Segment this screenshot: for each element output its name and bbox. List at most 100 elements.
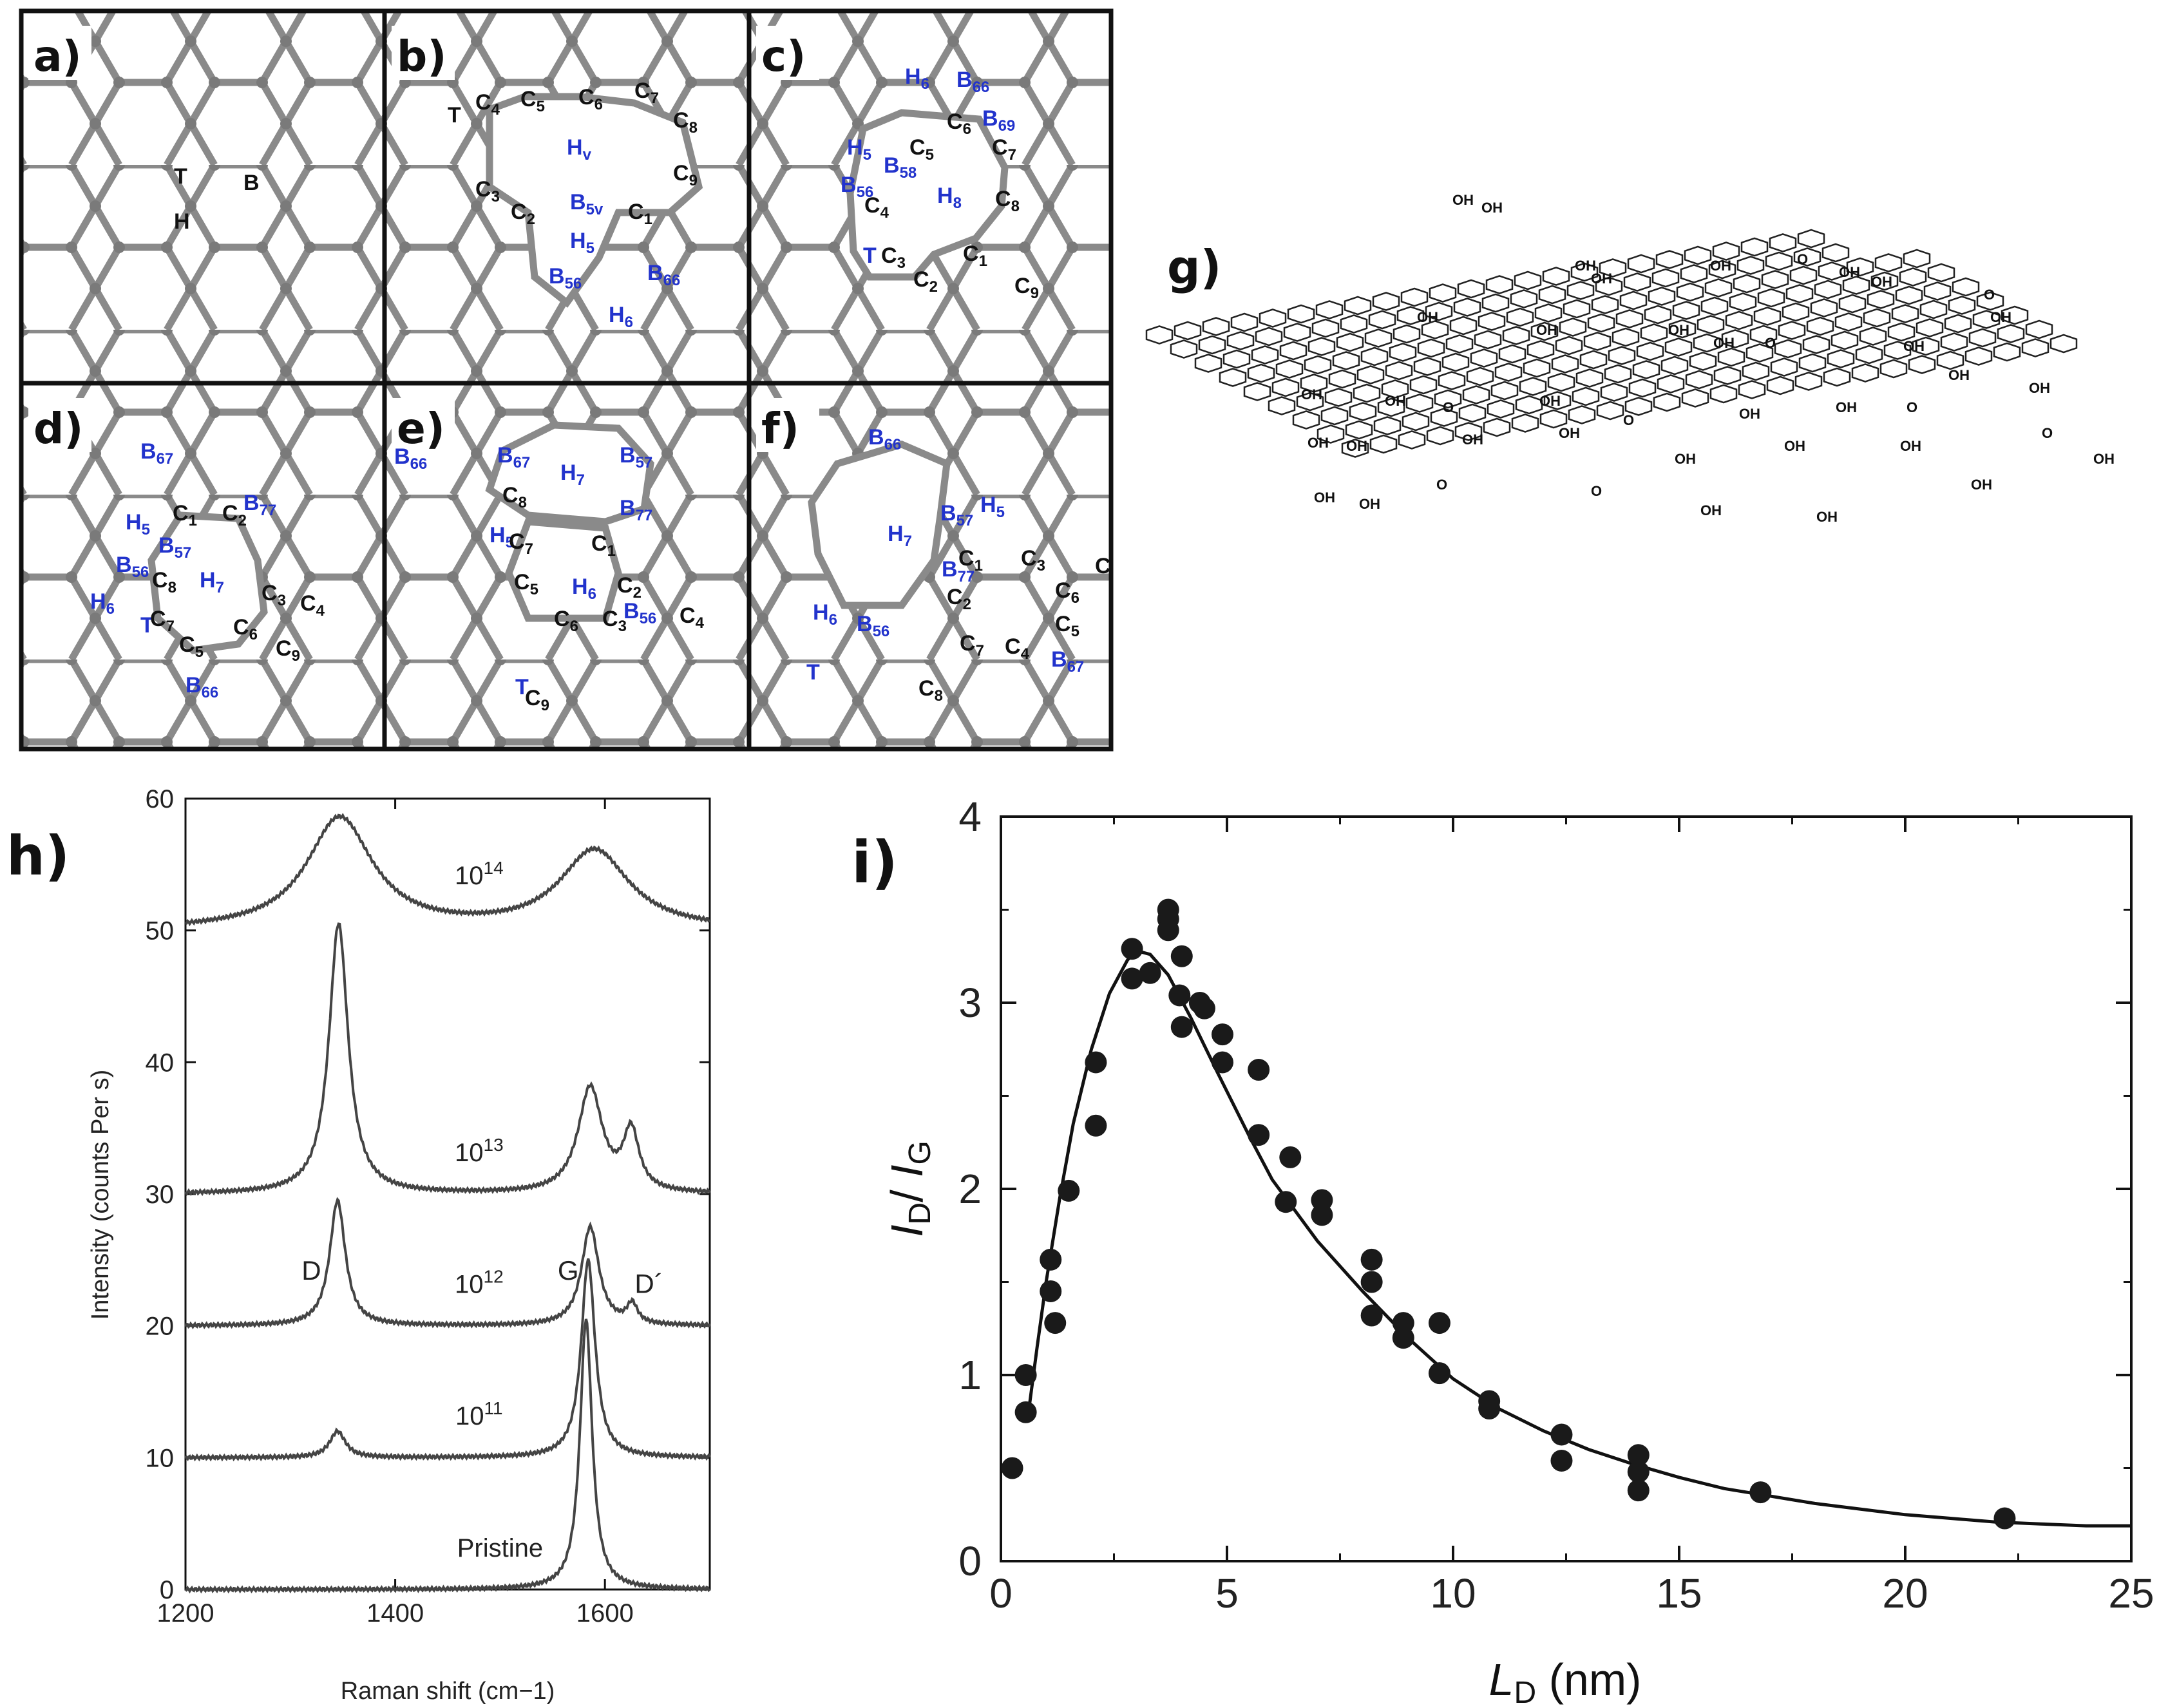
- chart-i-xlabel-sub: D: [1514, 1676, 1536, 1708]
- panel-f-atom-label: C2: [947, 585, 971, 613]
- go-functional-group: OH: [1836, 399, 1857, 415]
- chart-i-point: [1248, 1059, 1270, 1081]
- go-ring: [1757, 288, 1785, 308]
- go-ring: [1275, 359, 1304, 379]
- go-ring: [1655, 250, 1684, 269]
- go-functional-group: OH: [1713, 335, 1735, 351]
- go-ring: [1774, 339, 1802, 359]
- go-ring: [1417, 338, 1445, 358]
- go-ring: [1251, 345, 1279, 365]
- panel-c-atom-label: C3: [881, 243, 906, 272]
- go-ring: [1733, 274, 1761, 294]
- chart-i-ytick-label: 0: [958, 1538, 982, 1584]
- go-ring: [1526, 340, 1555, 359]
- go-ring: [1396, 306, 1425, 325]
- chart-i-point: [1085, 1051, 1107, 1074]
- go-ring: [1689, 352, 1717, 371]
- go-functional-group: OH: [1675, 451, 1696, 467]
- go-ring: [1636, 341, 1664, 361]
- go-ring: [1632, 360, 1660, 379]
- panel-c-atom-label: C6: [947, 109, 971, 138]
- go-ring: [1821, 243, 1850, 263]
- go-functional-group: OH: [1900, 438, 1921, 454]
- go-ring: [1684, 245, 1712, 265]
- chart-h-ytick-label: 30: [146, 1181, 175, 1209]
- chart-h-series-line: [184, 1258, 711, 1462]
- go-ring: [1912, 336, 1940, 356]
- panel-d-atom-label: T: [140, 613, 154, 638]
- go-ring: [1766, 375, 1794, 395]
- chart-i-xtick-label: 25: [2108, 1570, 2154, 1617]
- go-ring: [1608, 346, 1636, 365]
- go-ring: [1563, 299, 1591, 319]
- go-ring: [1672, 301, 1700, 320]
- go-ring: [1551, 354, 1579, 374]
- go-ring: [1320, 406, 1349, 426]
- go-ring: [1243, 382, 1271, 401]
- go-ring: [1729, 292, 1757, 312]
- go-ring: [1810, 298, 1838, 318]
- chart-i-point: [1550, 1449, 1573, 1472]
- go-functional-group: OH: [1700, 502, 1722, 518]
- chart-i-point: [1058, 1179, 1080, 1202]
- go-functional-group: OH: [1990, 309, 2011, 325]
- go-ring: [1311, 318, 1340, 338]
- go-functional-group: OH: [1359, 496, 1380, 512]
- go-functional-group: OH: [1539, 393, 1561, 409]
- go-functional-group: OH: [1575, 258, 1596, 274]
- go-functional-group: O: [1907, 399, 1917, 415]
- chart-i-points: [1001, 898, 2016, 1530]
- go-ring: [1660, 356, 1689, 375]
- chart-i-point: [1749, 1481, 1772, 1504]
- go-ring: [1753, 307, 1782, 326]
- go-functional-group: OH: [1871, 274, 1892, 290]
- go-ring: [1393, 324, 1421, 344]
- go-ring: [1908, 355, 1936, 374]
- go-ring: [1349, 402, 1377, 421]
- panel-f-atom-label: C6: [1055, 578, 1079, 607]
- panel-e-atom-label: C4: [680, 603, 705, 632]
- go-ring: [1721, 329, 1749, 348]
- panel-c-atom-label: B66: [956, 68, 989, 96]
- go-ring: [1247, 363, 1275, 383]
- go-ring: [1927, 263, 1955, 283]
- go-ring: [1570, 262, 1599, 282]
- go-ring: [1300, 374, 1328, 393]
- panel-f-letter: f): [761, 404, 799, 453]
- go-ring: [1851, 363, 1879, 383]
- panel-c-atom-label: C4: [864, 193, 889, 222]
- go-ring: [1174, 321, 1202, 341]
- panel-f-atom-label: T: [806, 660, 820, 685]
- go-functional-group: OH: [1948, 367, 1970, 383]
- go-functional-group: OH: [1816, 509, 1838, 525]
- panel-frames: [19, 8, 1114, 752]
- chart-i-letter: i): [851, 829, 898, 897]
- go-ring: [1369, 434, 1398, 454]
- go-ring: [1490, 381, 1519, 401]
- go-ring: [1506, 307, 1534, 327]
- panel-e-atom-label: C3: [602, 607, 627, 635]
- go-ring: [1421, 320, 1449, 339]
- chart-h-frame: [184, 797, 711, 1591]
- go-ring: [1834, 312, 1863, 332]
- chart-i-point: [1121, 967, 1143, 990]
- go-ring: [1268, 396, 1296, 415]
- go-ring: [1466, 366, 1494, 386]
- go-ring: [1997, 324, 2025, 343]
- panel-c-atom-label: C2: [913, 267, 938, 296]
- chart-i-ytick-label: 4: [958, 793, 982, 840]
- panel-c-letter: c): [761, 32, 806, 81]
- go-ring: [1405, 394, 1434, 413]
- go-ring: [1785, 284, 1814, 303]
- go-ring: [1993, 342, 2021, 362]
- panel-a-atom-label: T: [174, 164, 187, 189]
- panel-letters: a) b) c) d) e) f): [28, 26, 819, 453]
- go-ring: [1948, 296, 1976, 315]
- go-ring: [1494, 363, 1523, 382]
- chart-i-point: [1478, 1398, 1501, 1420]
- go-ring: [1441, 352, 1470, 372]
- go-ring: [1936, 350, 1964, 370]
- go-functional-group: OH: [1307, 435, 1329, 451]
- go-ring: [1903, 249, 1931, 269]
